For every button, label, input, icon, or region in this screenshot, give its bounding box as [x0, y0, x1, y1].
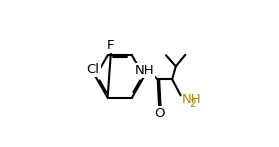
Text: Cl: Cl [87, 63, 100, 76]
Text: NH: NH [182, 93, 202, 106]
Text: 2: 2 [190, 99, 196, 109]
Text: F: F [107, 39, 114, 52]
Text: O: O [154, 107, 165, 120]
Text: NH: NH [134, 64, 154, 77]
